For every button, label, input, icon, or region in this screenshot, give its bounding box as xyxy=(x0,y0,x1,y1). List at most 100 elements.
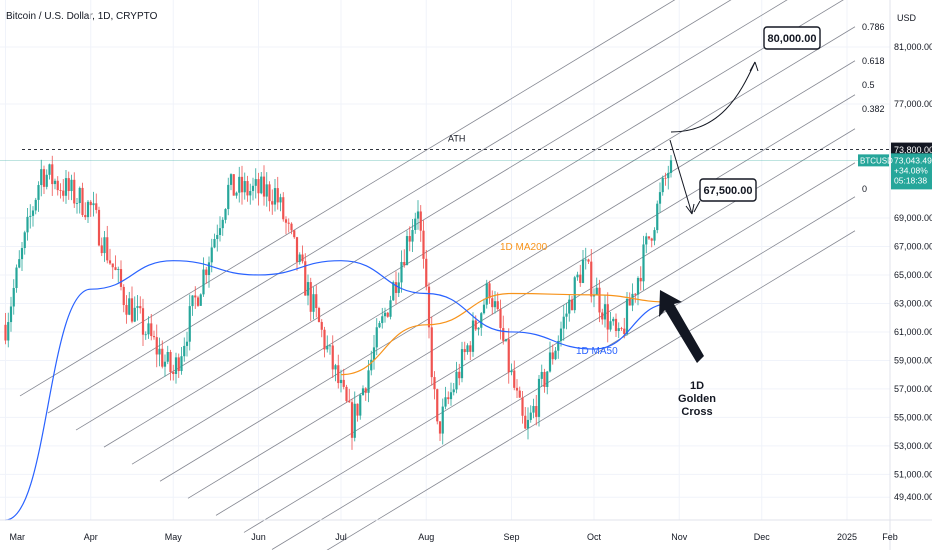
candle-body xyxy=(304,261,307,296)
candle-body xyxy=(147,323,150,335)
candle-body xyxy=(130,298,134,322)
channel-line xyxy=(271,196,856,550)
target-low-label: 67,500.00 xyxy=(704,185,753,197)
price-tick: 57,000.00 xyxy=(894,384,932,394)
candle-body xyxy=(348,401,351,403)
candle-body xyxy=(342,379,345,387)
candle-body xyxy=(469,345,472,352)
candle-body xyxy=(260,176,263,194)
candle-body xyxy=(642,244,645,282)
candle-body xyxy=(128,298,131,315)
candle-body xyxy=(331,345,334,370)
candle-body xyxy=(254,179,257,186)
candle-body xyxy=(229,174,233,185)
price-tick: 49,400.00 xyxy=(894,492,932,502)
candle-body xyxy=(601,312,604,320)
candle-body xyxy=(251,185,255,191)
candle-body xyxy=(353,403,356,438)
candle-body xyxy=(488,283,491,299)
candle-body xyxy=(268,184,271,202)
candle-body xyxy=(224,209,227,220)
candle-body xyxy=(518,390,521,398)
price-tick: 63,000.00 xyxy=(894,298,932,308)
candle-body xyxy=(221,219,224,229)
candle-body xyxy=(328,345,332,347)
channel-line xyxy=(131,26,856,465)
candle-body xyxy=(337,365,340,384)
candle-body xyxy=(474,320,477,330)
candle-body xyxy=(386,312,389,317)
time-tick: Jun xyxy=(251,532,266,542)
time-tick-end: Feb xyxy=(882,532,898,542)
candle-body xyxy=(216,234,219,240)
candle-body xyxy=(631,293,634,306)
candle-body xyxy=(15,267,18,288)
candle-body xyxy=(218,228,222,235)
candle-body xyxy=(502,328,505,341)
candle-body xyxy=(326,345,329,350)
candle-body xyxy=(56,180,59,191)
candle-body xyxy=(367,370,370,393)
candle-body xyxy=(471,320,475,352)
candle-body xyxy=(106,237,109,261)
candle-body xyxy=(309,282,312,312)
candle-body xyxy=(174,357,178,375)
currency-label: USD xyxy=(897,13,917,23)
price-badge-countdown: 05:18:38 xyxy=(894,175,927,185)
candle-body xyxy=(257,179,260,194)
channel-line xyxy=(326,230,856,550)
candle-body xyxy=(7,322,10,341)
candle-body xyxy=(53,180,57,185)
price-tick: 67,000.00 xyxy=(894,241,932,251)
candle-body xyxy=(427,286,431,328)
candle-body xyxy=(312,294,315,312)
candle-body xyxy=(548,352,552,372)
candle-body xyxy=(645,236,648,245)
candle-body xyxy=(554,350,557,360)
candle-body xyxy=(625,298,629,334)
candle-body xyxy=(669,160,673,173)
time-tick: Jul xyxy=(335,532,347,542)
candle-body xyxy=(620,328,623,329)
time-tick: Dec xyxy=(754,532,771,542)
candle-body xyxy=(482,304,486,314)
price-tick: 65,000.00 xyxy=(894,270,932,280)
candle-body xyxy=(75,203,79,204)
candle-body xyxy=(405,236,409,266)
candle-body xyxy=(562,316,565,329)
candle-body xyxy=(441,406,444,434)
candle-body xyxy=(507,339,510,373)
candle-body xyxy=(537,378,541,417)
candle-body xyxy=(51,164,54,185)
price-tick: 59,000.00 xyxy=(894,355,932,365)
price-tick: 81,000.00 xyxy=(894,42,932,52)
candle-body xyxy=(430,327,433,378)
candle-body xyxy=(595,287,598,296)
golden-cross-label: Golden xyxy=(678,393,716,405)
candle-body xyxy=(273,188,277,205)
fib-label: 0.5 xyxy=(862,80,875,90)
candle-body xyxy=(403,261,406,266)
candle-body xyxy=(89,201,92,206)
candle-body xyxy=(485,283,488,305)
candle-body xyxy=(416,211,420,219)
candle-body xyxy=(320,321,323,330)
candle-body xyxy=(480,313,483,328)
candle-body xyxy=(425,258,428,287)
candle-body xyxy=(422,230,425,259)
annotations: ATH 0.786 0.618 0.5 0.382 0 80,000.00 67,500.00… xyxy=(0,22,890,418)
candle-body xyxy=(172,372,175,375)
candle-body xyxy=(205,269,208,276)
price-badge-price: 73,043.49 xyxy=(894,155,932,165)
candle-body xyxy=(559,328,563,341)
time-tick: Oct xyxy=(587,532,602,542)
candle-body xyxy=(125,305,128,315)
candle-body xyxy=(532,406,535,413)
time-tick: Nov xyxy=(671,532,688,542)
candle-body xyxy=(587,259,590,262)
candle-body xyxy=(543,371,546,387)
candle-body xyxy=(334,365,337,370)
golden-cross-label: Cross xyxy=(681,406,712,418)
candle-body xyxy=(70,179,73,192)
